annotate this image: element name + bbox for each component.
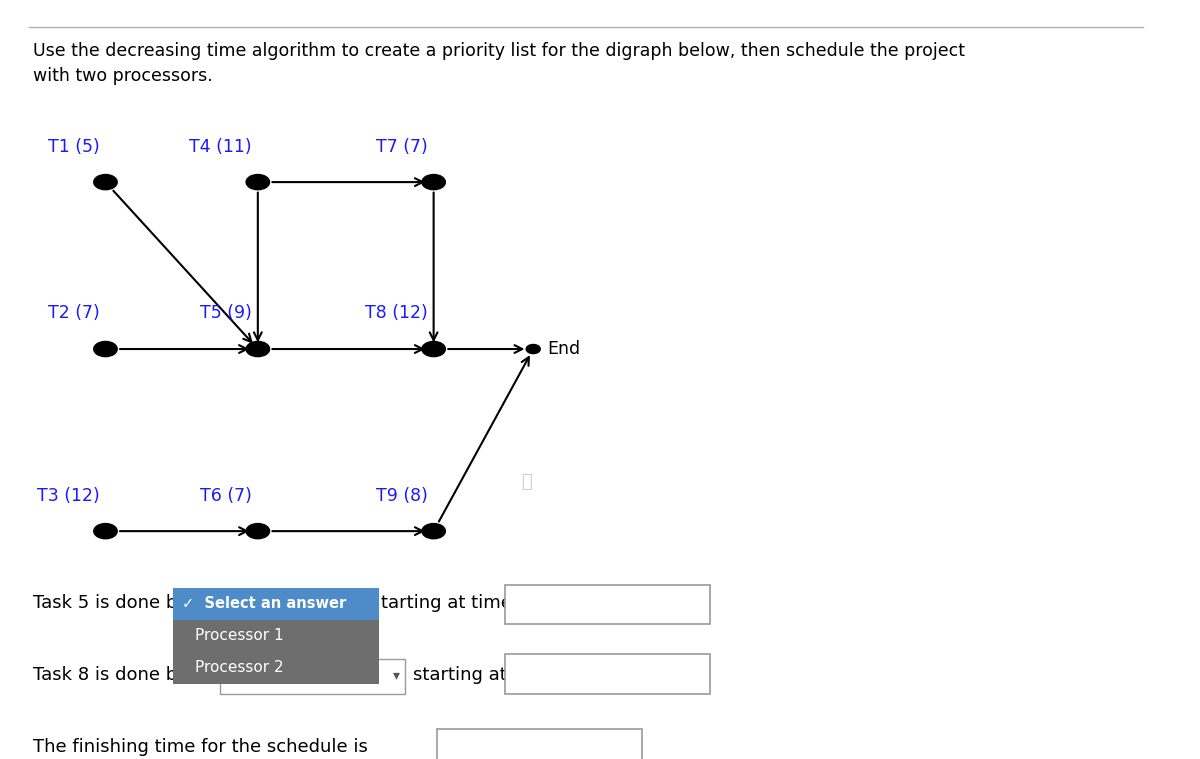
Text: ✓  Select an answer: ✓ Select an answer — [181, 597, 346, 612]
Text: T5 (9): T5 (9) — [200, 304, 252, 323]
Circle shape — [94, 524, 118, 539]
Text: Task 5 is done b: Task 5 is done b — [32, 594, 178, 613]
Circle shape — [94, 342, 118, 357]
Circle shape — [422, 342, 445, 357]
Circle shape — [246, 524, 270, 539]
Circle shape — [422, 175, 445, 190]
Text: Select an answer: Select an answer — [226, 669, 341, 682]
Circle shape — [527, 345, 540, 354]
Text: Task 8 is done by: Task 8 is done by — [32, 666, 187, 685]
Text: T2 (7): T2 (7) — [48, 304, 100, 323]
Circle shape — [94, 175, 118, 190]
Circle shape — [422, 524, 445, 539]
Text: T4 (11): T4 (11) — [190, 137, 252, 156]
Text: T6 (7): T6 (7) — [200, 487, 252, 505]
Text: Processor 2: Processor 2 — [194, 660, 283, 676]
Text: End: End — [547, 340, 581, 358]
Text: Use the decreasing time algorithm to create a priority list for the digraph belo: Use the decreasing time algorithm to cre… — [32, 42, 965, 85]
Text: ▾: ▾ — [392, 669, 400, 682]
Text: tarting at time: tarting at time — [380, 594, 511, 613]
FancyBboxPatch shape — [174, 588, 378, 620]
FancyBboxPatch shape — [505, 585, 710, 625]
Text: Processor 1: Processor 1 — [194, 628, 283, 644]
Circle shape — [246, 175, 270, 190]
Text: T8 (12): T8 (12) — [365, 304, 427, 323]
Circle shape — [246, 342, 270, 357]
FancyBboxPatch shape — [174, 652, 378, 684]
Text: 🔍: 🔍 — [522, 473, 533, 491]
Text: T3 (12): T3 (12) — [37, 487, 100, 505]
FancyBboxPatch shape — [437, 729, 642, 759]
Text: T9 (8): T9 (8) — [376, 487, 427, 505]
FancyBboxPatch shape — [221, 659, 406, 694]
FancyBboxPatch shape — [174, 620, 378, 652]
Text: The finishing time for the schedule is: The finishing time for the schedule is — [32, 739, 367, 757]
FancyBboxPatch shape — [505, 654, 710, 694]
Text: T1 (5): T1 (5) — [48, 137, 100, 156]
Text: starting at time: starting at time — [413, 666, 553, 685]
Text: T7 (7): T7 (7) — [376, 137, 427, 156]
